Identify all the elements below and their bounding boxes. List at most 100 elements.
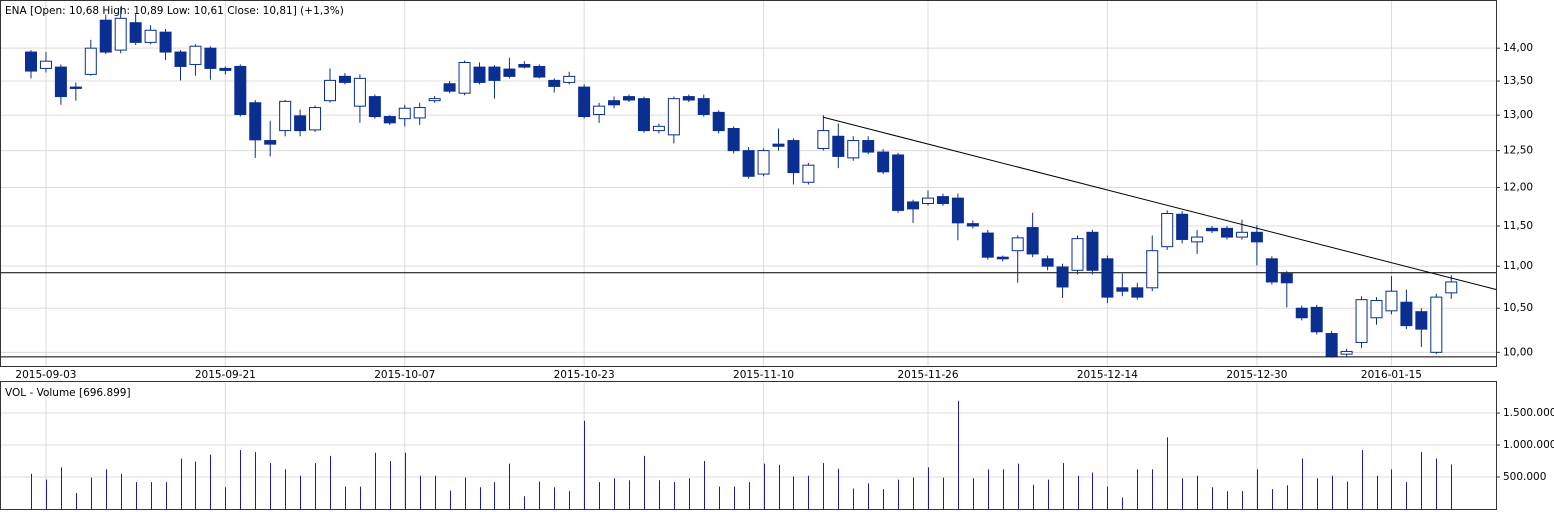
candle-body bbox=[742, 150, 755, 177]
candle-body bbox=[99, 19, 112, 53]
candle-body bbox=[593, 105, 606, 115]
candle-body bbox=[847, 140, 860, 159]
candle-body bbox=[1011, 237, 1024, 252]
candle-body bbox=[832, 135, 845, 157]
volume-title: VOL - Volume [696.899] bbox=[5, 387, 131, 399]
candle-body bbox=[637, 98, 650, 132]
candle-body bbox=[1355, 299, 1368, 343]
candle-body bbox=[802, 164, 815, 183]
candle-body bbox=[294, 115, 307, 132]
candle-body bbox=[1385, 290, 1398, 312]
candle-body bbox=[548, 79, 561, 87]
candle-body bbox=[353, 77, 366, 107]
candle-body bbox=[518, 63, 531, 68]
candle-body bbox=[1250, 231, 1263, 243]
x-tick-label: 2015-10-07 bbox=[374, 369, 435, 381]
candle-body bbox=[1430, 296, 1443, 353]
candle-body bbox=[219, 67, 232, 71]
candle-body bbox=[368, 96, 381, 118]
candle-body bbox=[1400, 301, 1413, 327]
y-tick-label: 12,50 bbox=[1503, 145, 1533, 157]
candle-body bbox=[144, 29, 157, 43]
x-tick-label: 2016-01-15 bbox=[1361, 369, 1422, 381]
candle-body bbox=[428, 98, 441, 102]
y-tick-label: 500.000 bbox=[1503, 471, 1546, 483]
candle-body bbox=[563, 75, 576, 83]
candle-body bbox=[25, 51, 37, 72]
candle-body bbox=[279, 100, 292, 132]
candle-body bbox=[1340, 350, 1353, 355]
candle-body bbox=[757, 150, 770, 175]
candle-body bbox=[1310, 306, 1323, 333]
candle-body bbox=[892, 154, 905, 211]
candle-body bbox=[398, 107, 411, 120]
candle-body bbox=[39, 60, 52, 69]
candle-body bbox=[1235, 231, 1248, 238]
candle-body bbox=[966, 223, 979, 227]
candle-body bbox=[69, 86, 82, 89]
x-tick-label: 2015-10-23 bbox=[554, 369, 615, 381]
candle-body bbox=[667, 98, 680, 136]
y-tick-label: 11,00 bbox=[1503, 260, 1533, 272]
candle-body bbox=[473, 66, 486, 83]
candle-body bbox=[189, 45, 202, 65]
candle-body bbox=[1191, 236, 1204, 243]
candle-body bbox=[204, 47, 217, 69]
candle-body bbox=[309, 107, 322, 131]
y-tick-label: 12,00 bbox=[1503, 182, 1533, 194]
candle-body bbox=[1086, 231, 1099, 271]
x-tick-label: 2015-12-30 bbox=[1226, 369, 1287, 381]
candle-body bbox=[413, 107, 426, 119]
candle-body bbox=[877, 151, 890, 173]
x-tick-label: 2015-09-21 bbox=[195, 369, 256, 381]
candle-body bbox=[1026, 227, 1039, 255]
candle-body bbox=[1056, 266, 1069, 288]
candle-body bbox=[1101, 258, 1114, 298]
candle-body bbox=[264, 140, 277, 145]
candle-body bbox=[458, 61, 471, 94]
candle-body bbox=[817, 130, 830, 149]
candle-body bbox=[697, 98, 710, 115]
candle-body bbox=[1071, 238, 1084, 271]
y-tick-label: 13,00 bbox=[1503, 109, 1533, 121]
candle-body bbox=[1206, 227, 1219, 232]
candle-body bbox=[114, 17, 127, 51]
candle-body bbox=[936, 196, 949, 204]
candle-body bbox=[1221, 227, 1233, 238]
candle-body bbox=[84, 47, 97, 75]
candle-body bbox=[234, 65, 247, 115]
candle-body bbox=[1415, 311, 1428, 330]
candle-body bbox=[578, 86, 591, 118]
price-title: ENA [Open: 10,68 High: 10,89 Low: 10,61 … bbox=[5, 5, 344, 17]
candle-body bbox=[922, 197, 934, 204]
y-tick-label: 10,50 bbox=[1503, 302, 1533, 314]
candle-body bbox=[443, 83, 456, 92]
candle-body bbox=[324, 79, 336, 102]
candle-body bbox=[951, 197, 964, 224]
candle-body bbox=[1295, 307, 1308, 319]
y-tick-label: 11,50 bbox=[1503, 220, 1533, 232]
candle-body bbox=[129, 22, 142, 43]
x-tick-label: 2015-09-03 bbox=[15, 369, 76, 381]
candle-body bbox=[1280, 273, 1293, 284]
candle-body bbox=[1265, 258, 1278, 283]
candle-body bbox=[1370, 300, 1383, 319]
candle-body bbox=[772, 143, 785, 147]
candle-body bbox=[1325, 333, 1338, 357]
candle-body bbox=[981, 232, 994, 258]
candle-body bbox=[503, 68, 516, 77]
candle-body bbox=[862, 140, 875, 153]
candle-body bbox=[907, 201, 920, 210]
y-tick-label: 10,00 bbox=[1503, 346, 1533, 358]
y-tick-label: 1.500.000 bbox=[1503, 407, 1554, 419]
candle-body bbox=[338, 75, 351, 83]
candle-body bbox=[249, 102, 262, 141]
x-tick-label: 2015-11-26 bbox=[897, 369, 958, 381]
x-tick-label: 2015-11-10 bbox=[733, 369, 794, 381]
candle-body bbox=[174, 51, 187, 67]
candle-body bbox=[1161, 213, 1174, 248]
y-tick-label: 1.000.000 bbox=[1503, 439, 1554, 451]
candle-body bbox=[1116, 287, 1129, 292]
candle-body bbox=[1445, 281, 1458, 294]
